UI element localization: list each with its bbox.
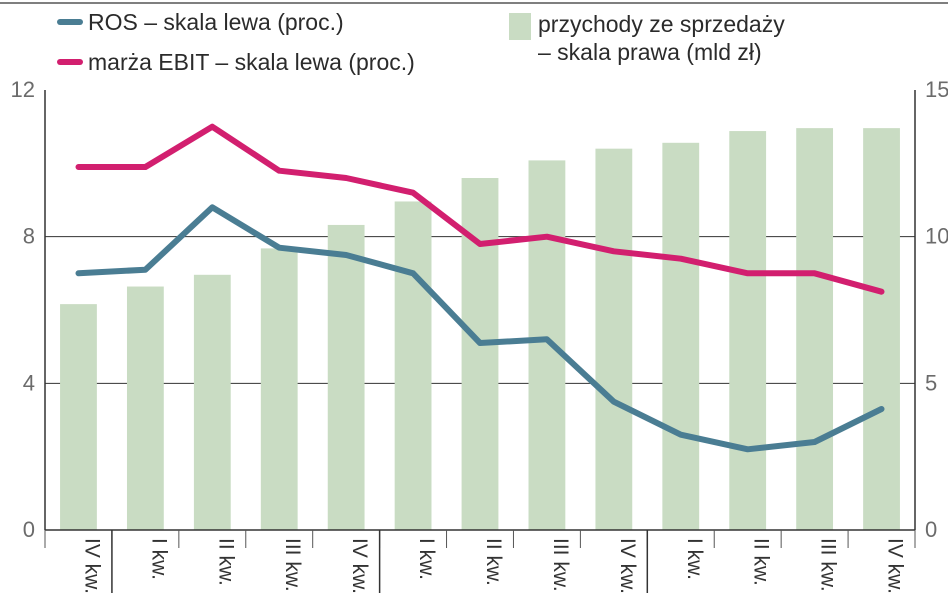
x-category-label: IV kw. [80,538,103,593]
series-lines [75,123,885,453]
revenue-bar [260,248,298,530]
right-tick-label: 10 [925,224,948,249]
left-tick-label: 8 [23,224,35,249]
right-tick-label: 15 [925,77,948,102]
ebit-margin-line [75,123,885,295]
revenue-bar [126,286,164,530]
legend-revenue-swatch [509,13,531,40]
ros-line [75,204,885,453]
legend-ebit-label: marża EBIT – skala lewa (proc.) [88,49,415,75]
revenue-bar [863,128,900,530]
left-tick-label: 4 [23,370,35,395]
revenue-bar [528,160,566,530]
revenue-bar [394,201,432,530]
right-tick-label: 5 [925,370,937,395]
x-category-label: II kw. [750,538,773,586]
revenue-bar [60,304,97,530]
x-category-label: III kw. [281,538,304,592]
revenue-bar [193,274,231,530]
left-tick-label: 0 [23,517,35,542]
left-tick-label: 12 [11,77,35,102]
x-category-label: IV kw. [616,538,639,593]
x-category-label: I kw. [683,538,706,580]
x-category-label: I kw. [147,538,170,580]
revenue-bar [796,128,834,530]
revenue-bar [662,142,700,531]
revenue-bar [595,148,633,530]
x-category-label: I kw. [415,538,438,580]
revenue-bar [327,224,365,530]
legend: ROS – skala lewa (proc.) marża EBIT – sk… [57,9,785,75]
revenue-bars [60,128,900,531]
x-axis: IV kw. I kw. II kw. III kw. IV kw. I kw. II kw… [44,529,916,593]
x-category-label: III kw. [549,538,572,592]
legend-revenue-label-line2: – skala prawa (mld zł) [538,39,762,65]
right-tick-label: 0 [925,517,937,542]
x-category-label: IV kw. [348,538,371,593]
revenue-bar [729,131,767,531]
legend-revenue-label-line1: przychody ze sprzedaży [538,11,785,37]
x-category-label: IV kw. [884,538,907,593]
legend-ros-label: ROS – skala lewa (proc.) [88,9,344,35]
right-axis: 0 5 10 15 [914,77,948,542]
x-category-label: III kw. [817,538,840,592]
left-axis: 0 4 8 12 [11,77,46,542]
x-category-label: II kw. [482,538,505,586]
x-category-label: II kw. [214,538,237,586]
